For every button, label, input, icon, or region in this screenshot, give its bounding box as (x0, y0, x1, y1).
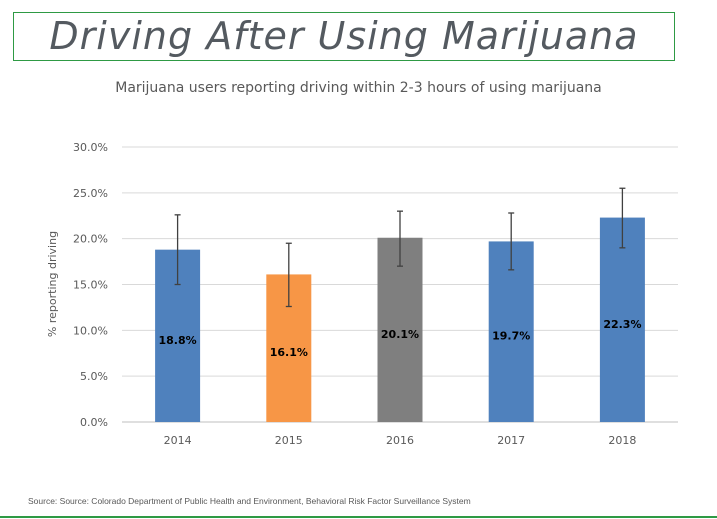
source-note: Source: Source: Colorado Department of P… (28, 496, 471, 506)
title-box: Driving After Using Marijuana (13, 12, 675, 61)
y-tick-label: 25.0% (73, 187, 108, 200)
data-label: 18.8% (159, 334, 197, 347)
y-tick-label: 20.0% (73, 233, 108, 246)
data-label: 19.7% (492, 330, 530, 343)
bar-2018 (599, 217, 645, 422)
data-label: 16.1% (270, 346, 308, 359)
chart-title: Marijuana users reporting driving within… (115, 80, 602, 96)
x-tick-label: 2014 (164, 434, 192, 447)
y-tick-label: 5.0% (80, 370, 108, 383)
x-tick-label: 2015 (275, 434, 303, 447)
bar-2016 (377, 237, 423, 422)
y-tick-label: 0.0% (80, 416, 108, 429)
divider (0, 516, 717, 518)
x-tick-label: 2018 (608, 434, 636, 447)
data-label: 20.1% (381, 328, 419, 341)
y-tick-label: 10.0% (73, 324, 108, 337)
data-label: 22.3% (603, 318, 641, 331)
y-axis-label: % reporting driving (46, 231, 59, 337)
bar-2017 (488, 241, 534, 422)
x-tick-label: 2016 (386, 434, 414, 447)
y-tick-label: 15.0% (73, 279, 108, 292)
x-tick-label: 2017 (497, 434, 525, 447)
page-title: Driving After Using Marijuana (49, 14, 639, 58)
y-tick-label: 30.0% (73, 141, 108, 154)
